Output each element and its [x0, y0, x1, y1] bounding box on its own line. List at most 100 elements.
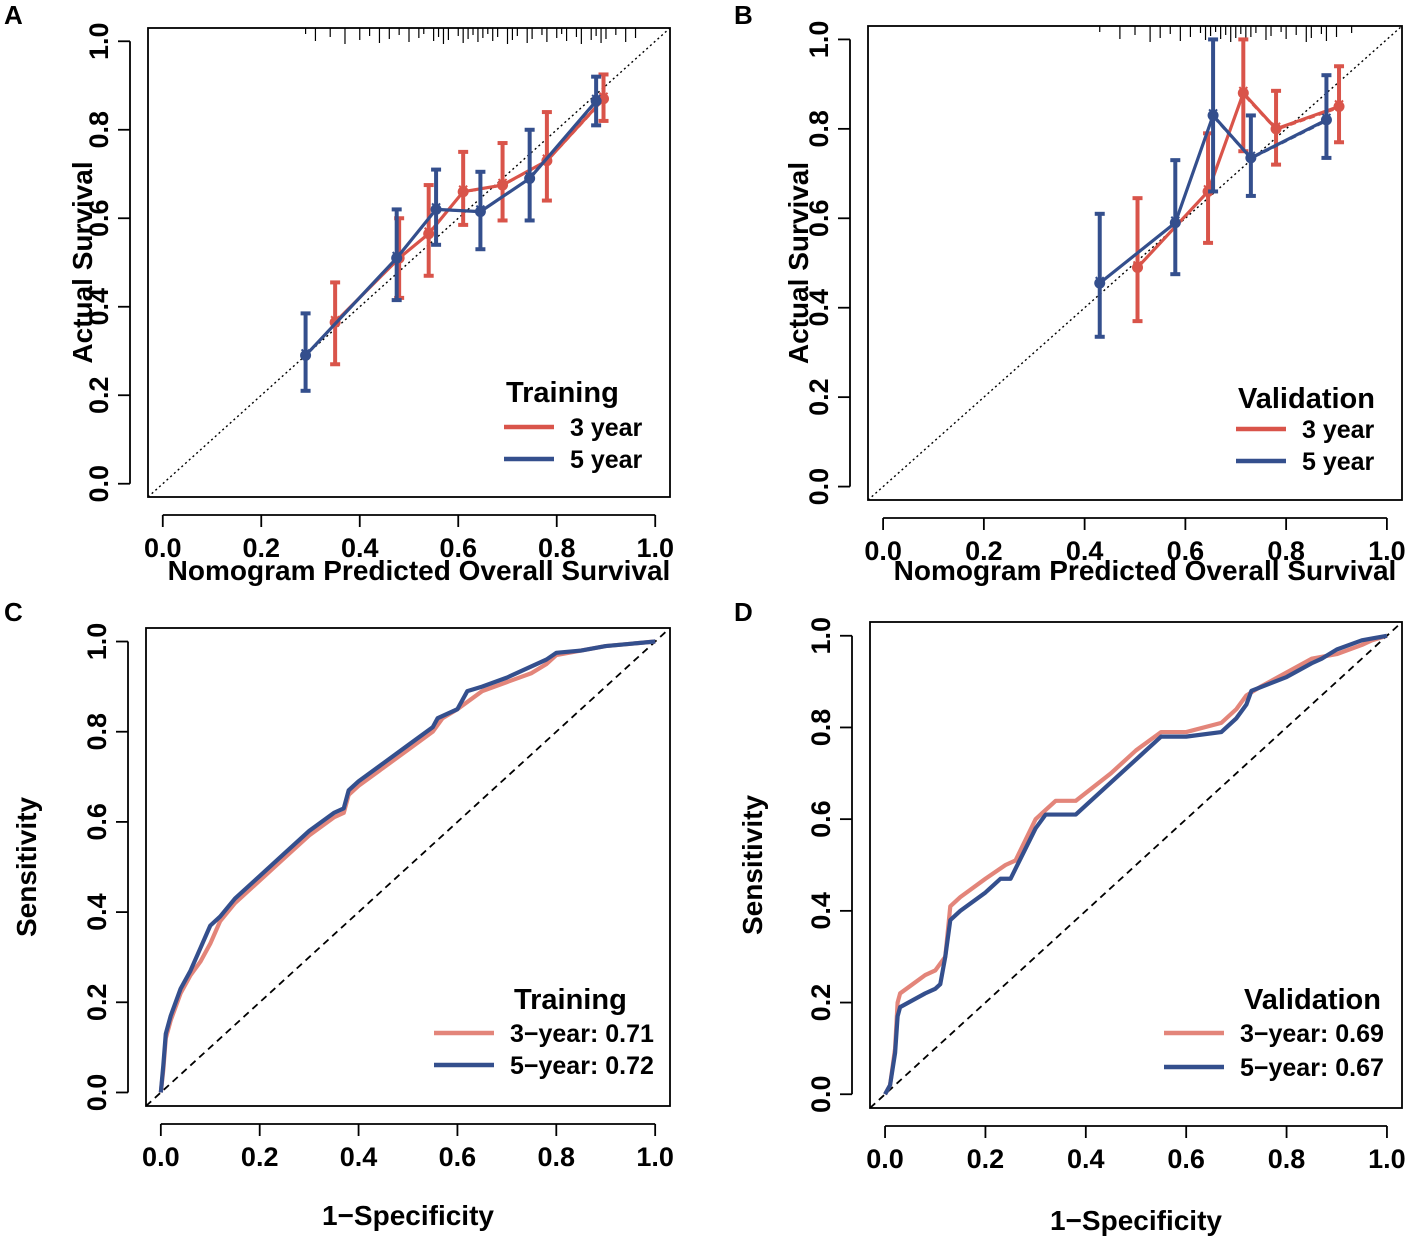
x-tick-label: 0.8	[538, 533, 576, 563]
y-axis-label: Actual Survival	[783, 162, 814, 364]
x-tick-label: 0.0	[142, 1142, 180, 1172]
y-tick-label: 0.2	[82, 984, 112, 1022]
plot-frame	[869, 621, 1403, 1109]
x-marker	[300, 348, 311, 359]
x-marker	[1321, 113, 1332, 123]
plot-frame	[145, 627, 671, 1107]
x-marker	[391, 251, 402, 261]
y-tick-label: 0.6	[806, 800, 836, 838]
calibration-point	[1094, 277, 1106, 289]
series-5-year	[1094, 37, 1332, 339]
legend: Validation 3−year: 0.69 5−year: 0.67	[1164, 984, 1384, 1082]
x-axis-label: Nomogram Predicted Overall Survival	[894, 555, 1397, 586]
calibration-point	[1245, 152, 1257, 164]
y-tick-label: 1.0	[84, 23, 114, 61]
panel-letter: C	[4, 597, 23, 627]
x-axis-label: Nomogram Predicted Overall Survival	[168, 555, 671, 586]
x-tick-label: 0.4	[341, 533, 379, 563]
x-marker	[1095, 276, 1105, 286]
y-axis-label: Sensitivity	[737, 795, 768, 935]
roc-curve-5-year	[158, 639, 656, 1093]
y-tick-label: 0.4	[84, 288, 114, 326]
y-tick-label: 0.4	[804, 289, 834, 327]
legend-label: 5 year	[570, 446, 643, 474]
calibration-point	[430, 203, 442, 215]
x-tick-label: 0.2	[967, 1144, 1005, 1174]
x-tick-label: 0.8	[538, 1142, 576, 1172]
y-tick-label: 1.0	[804, 21, 834, 59]
reference-diagonal	[147, 27, 671, 498]
x-tick-label: 0.6	[1167, 1144, 1205, 1174]
panel-C: C 0.0 0.2 0.4 0.6 0.8 1.0 0.0 0.2 0.4 0.6 0.8 1.0 1−S…	[4, 597, 674, 1231]
legend-title: Training	[506, 377, 619, 409]
y-tick-label: 1.0	[806, 617, 836, 655]
panel-B: B0.0 0.2 0.4 0.6 0.8 1.00.00.20.40.60.81.0Nom…	[734, 0, 1406, 586]
y-axis-label: Actual Survival	[67, 161, 98, 363]
legend-title: Training	[514, 984, 627, 1016]
reference-diagonal	[867, 25, 1403, 501]
y-tick-label: 0.0	[804, 468, 834, 506]
y-tick-label: 0.8	[806, 709, 836, 747]
calibration-point	[1132, 261, 1144, 273]
x-marker	[431, 202, 441, 213]
observed-line	[305, 102, 597, 356]
y-tick-label: 1.0	[82, 623, 112, 661]
y-tick-label: 0.8	[82, 713, 112, 751]
calibration-point	[391, 252, 403, 264]
roc-curve-5-year	[883, 633, 1388, 1096]
panel-A: A0.0 0.2 0.4 0.6 0.8 1.00.00.20.40.60.81.0Nom…	[4, 0, 674, 586]
calibration-point	[1270, 123, 1282, 135]
observed-line	[1099, 115, 1327, 284]
x-marker	[1271, 122, 1281, 132]
x-marker	[591, 94, 601, 104]
panel-letter: D	[734, 597, 753, 627]
calibration-point	[474, 206, 486, 218]
panel-letter: B	[734, 0, 753, 30]
observed-line	[1136, 93, 1340, 268]
calibration-point	[423, 228, 435, 240]
series-3-year	[329, 72, 610, 367]
x-tick-label: 1.0	[636, 1142, 674, 1172]
calibration-point	[1320, 114, 1332, 126]
calibration-point	[1207, 109, 1219, 121]
legend-label: 5 year	[1302, 448, 1375, 476]
legend: Training 3 year 5 year	[504, 377, 643, 474]
y-tick-label: 0.6	[82, 803, 112, 841]
x-marker	[497, 178, 508, 188]
x-tick-label: 0.6	[439, 533, 477, 563]
x-tick-label: 0.6	[439, 1142, 477, 1172]
y-tick-label: 0.8	[84, 111, 114, 149]
y-tick-label: 0.4	[82, 893, 112, 931]
x-axis-label: 1−Specificity	[322, 1200, 494, 1231]
y-tick-label: 0.8	[804, 110, 834, 148]
calibration-line	[1136, 91, 1340, 269]
y-tick-label: 0.0	[806, 1075, 836, 1113]
x-marker	[1170, 216, 1181, 226]
x-marker	[423, 227, 434, 237]
roc-curve-3-year	[883, 633, 1388, 1096]
calibration-point	[590, 95, 602, 107]
legend-label: 5−year: 0.72	[510, 1052, 654, 1080]
x-tick-label: 1.0	[636, 533, 674, 563]
calibration-point	[457, 186, 469, 198]
y-tick-label: 0.2	[806, 984, 836, 1022]
x-tick-label: 0.8	[1268, 1144, 1306, 1174]
x-marker	[475, 204, 486, 215]
calibration-point	[1333, 100, 1345, 112]
reference-diagonal	[145, 627, 671, 1107]
y-tick-label: 0.6	[84, 199, 114, 237]
panel-D: D 0.0 0.2 0.4 0.6 0.8 1.0 0.0 0.2 0.4 0.6 0.8 1.0 1−S…	[734, 597, 1406, 1236]
legend-label: 5−year: 0.67	[1240, 1054, 1384, 1082]
y-tick-label: 0.6	[804, 200, 834, 238]
calibration-point	[497, 179, 509, 191]
calibration-point	[300, 349, 312, 361]
reference-diagonal	[869, 621, 1403, 1109]
x-axis-label: 1−Specificity	[1050, 1205, 1222, 1236]
x-marker	[458, 185, 468, 195]
x-tick-label: 0.0	[866, 1144, 904, 1174]
x-marker	[1246, 151, 1256, 161]
calibration-point	[1202, 185, 1214, 197]
x-marker	[1334, 99, 1344, 110]
